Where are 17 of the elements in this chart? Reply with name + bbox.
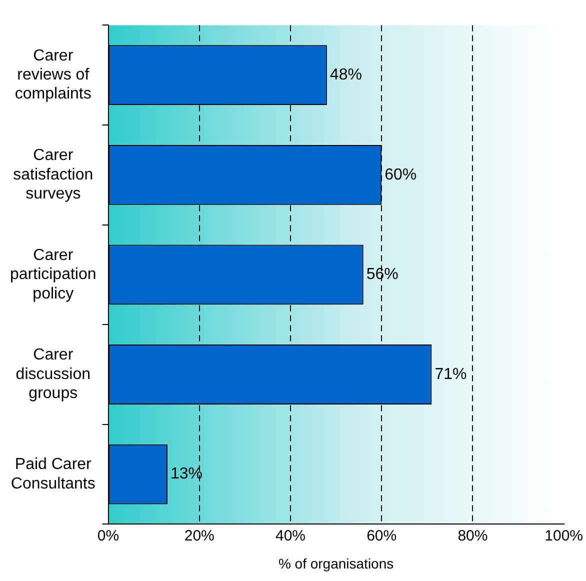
data-label: 13% xyxy=(170,466,203,483)
x-tick-label: 60% xyxy=(366,527,397,544)
y-tick-label: Carer discussion groups xyxy=(16,346,90,402)
data-label: 56% xyxy=(366,266,398,284)
x-tick-label: 40% xyxy=(275,527,306,544)
data-label: 48% xyxy=(330,66,362,84)
x-tick-label: 20% xyxy=(184,527,214,544)
y-tick-label: Carer reviews of complaints xyxy=(14,47,92,103)
y-tick-label: Carer satisfaction surveys xyxy=(13,147,94,203)
x-tick-label: 0% xyxy=(97,527,120,544)
x-axis-title: % of organisations xyxy=(278,555,394,572)
y-tick-label: Carer participation policy xyxy=(10,246,96,302)
y-tick-label: Paid Carer Consultants xyxy=(10,456,96,492)
data-label: 60% xyxy=(384,166,417,184)
x-tick-label: 100% xyxy=(544,527,584,544)
data-label: 71% xyxy=(434,366,467,383)
x-tick-label: 80% xyxy=(458,527,488,544)
